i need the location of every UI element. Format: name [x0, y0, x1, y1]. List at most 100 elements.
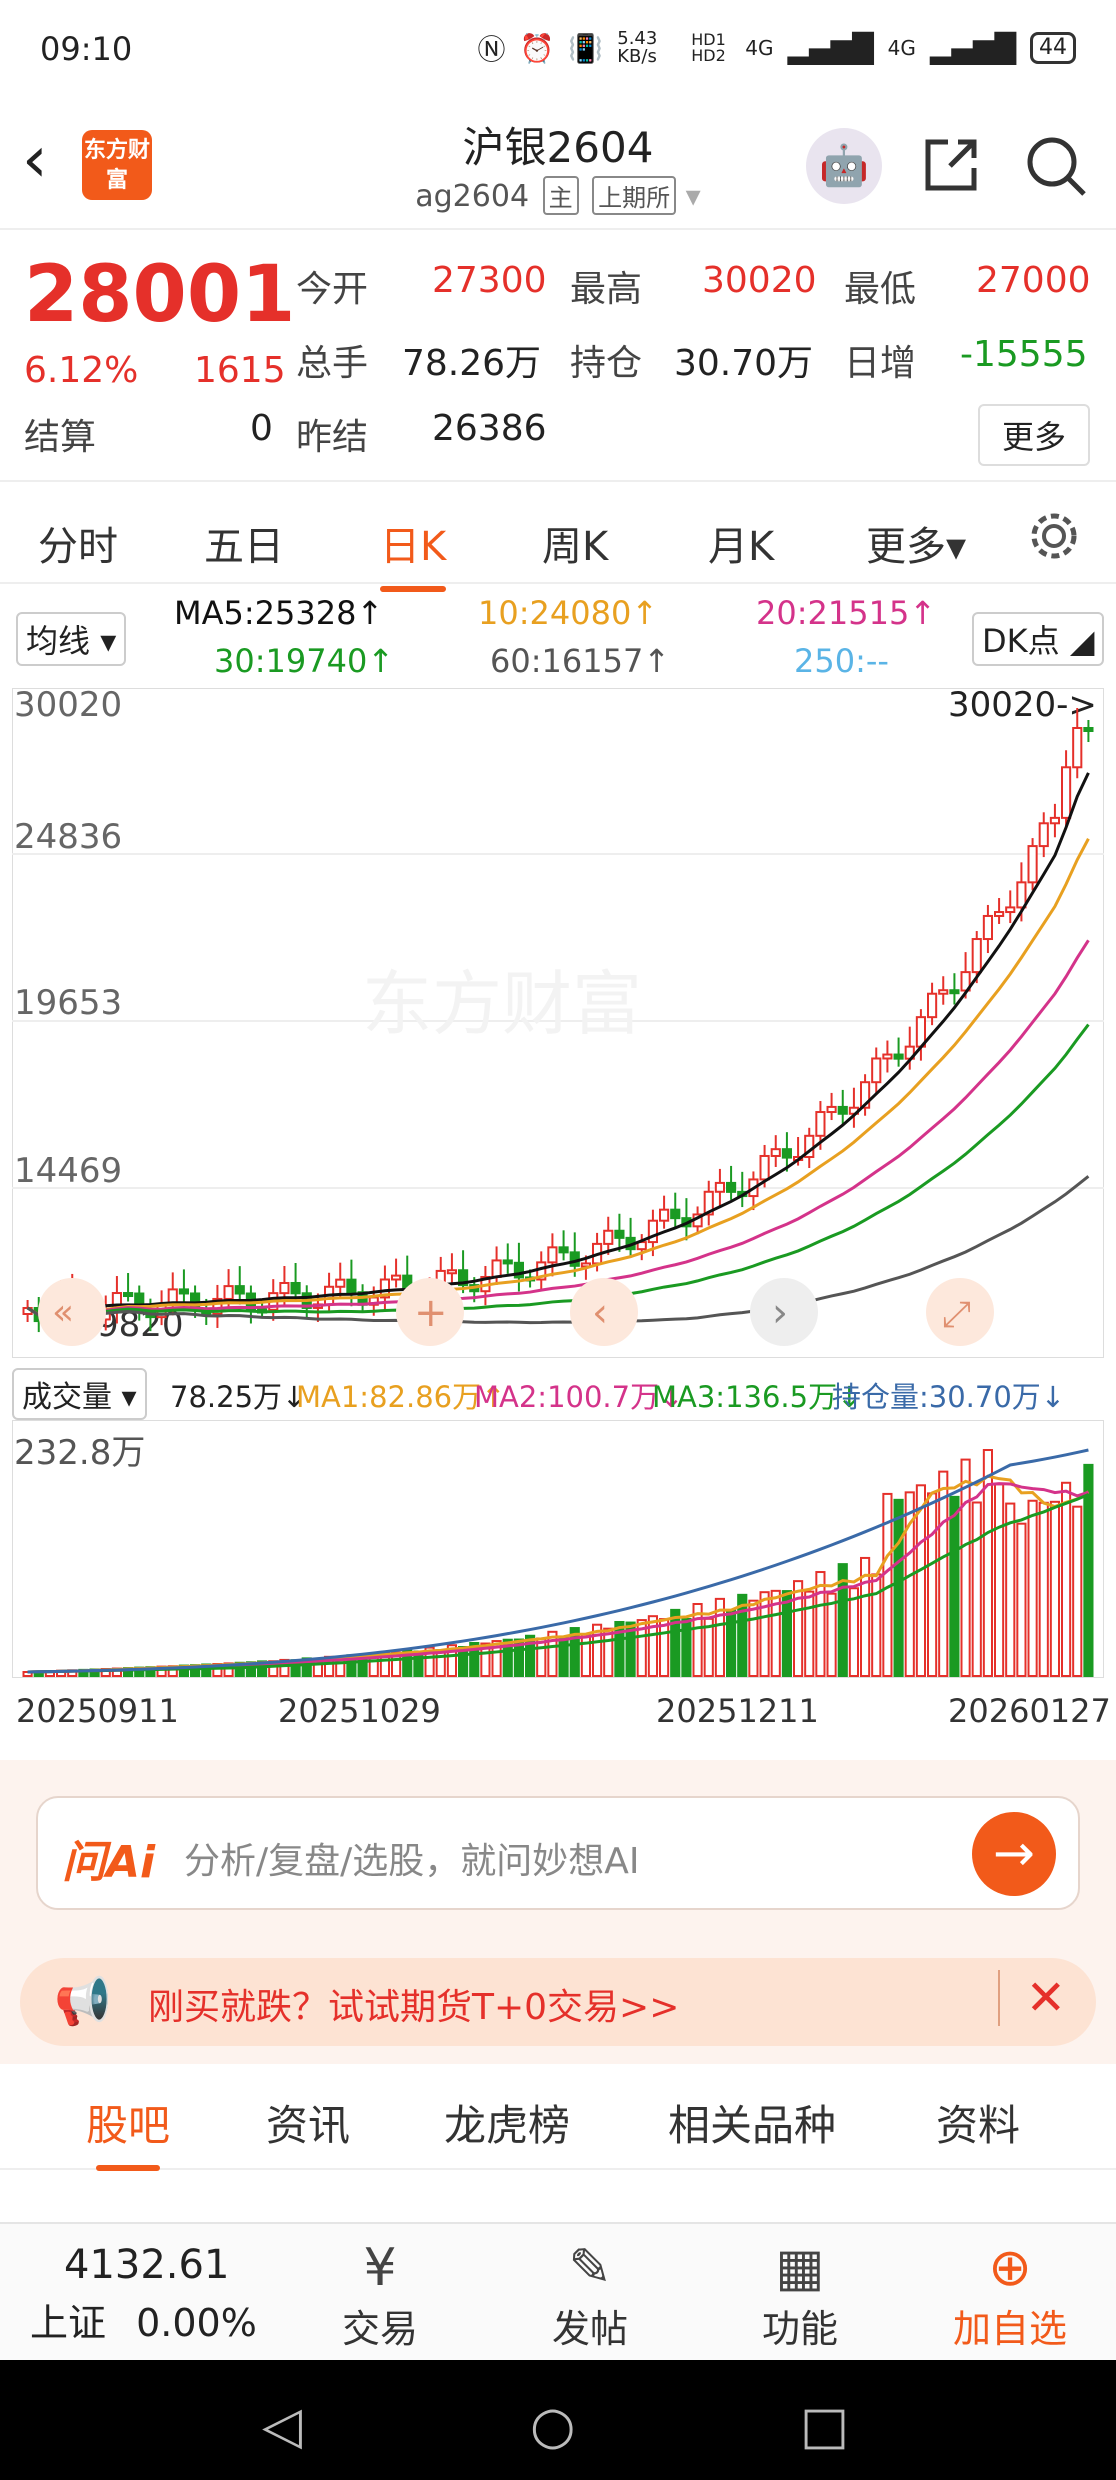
arrow-right-icon[interactable]: →: [972, 1812, 1056, 1896]
volume-bar: [569, 1627, 580, 1678]
promo-banner[interactable]: 📢 刚买就跌？试试期货T+0交易>> ✕: [20, 1958, 1096, 2046]
volume-bar: [748, 1599, 759, 1677]
candle-body: [569, 1251, 580, 1267]
volume-bar: [424, 1646, 435, 1678]
tab-news[interactable]: 资讯: [266, 2101, 351, 2150]
candle-body: [513, 1261, 525, 1279]
nav-functions[interactable]: ▦ 功能: [730, 2238, 870, 2353]
vol-ma1: MA1:82.86万↑: [296, 1380, 506, 1414]
nav-post[interactable]: ✎ 发帖: [520, 2238, 660, 2353]
nav-trade[interactable]: ¥ 交易: [310, 2238, 450, 2353]
volume-bar: [681, 1617, 692, 1678]
date-label: 20251211: [656, 1692, 819, 1730]
chevron-down-icon: ▾: [685, 179, 701, 214]
home-circle-icon[interactable]: ○: [530, 2396, 576, 2456]
ai-input-placeholder: 分析/复盘/选股，就问妙想AI: [184, 1841, 640, 1882]
tab-weekly-k[interactable]: 周K: [542, 524, 609, 570]
volume-bar: [837, 1563, 848, 1678]
candle-body: [770, 1148, 781, 1157]
back-icon[interactable]: ‹: [22, 123, 48, 197]
tab-guba[interactable]: 股吧: [86, 2092, 170, 2171]
ma60-value: 60:16157↑: [490, 642, 671, 680]
vol-ma3: MA3:136.5万↓: [652, 1380, 862, 1414]
contract-code: ag2604: [415, 179, 530, 214]
signal-icon: ▂▄▆█: [929, 31, 1016, 65]
volume-bar: [614, 1620, 625, 1677]
volume-legend: 成交量 ▾ 78.25万↓ MA1:82.86万↑ MA2:100.7万↓ MA…: [0, 1364, 1116, 1420]
last-price: 28001: [24, 250, 296, 340]
robot-avatar[interactable]: 🤖: [806, 128, 882, 204]
close-icon[interactable]: ✕: [997, 1970, 1066, 2026]
dk-point-button[interactable]: DK点 ◢: [972, 612, 1105, 666]
svg-text:›: ›: [772, 1290, 788, 1336]
more-button[interactable]: 更多: [977, 404, 1090, 466]
volume-bar: [871, 1573, 882, 1677]
max-marker: 30020->: [948, 688, 1097, 725]
recents-square-icon[interactable]: □: [800, 2396, 850, 2456]
low-value: 27000: [976, 260, 1091, 301]
candle-body: [379, 1278, 391, 1299]
index-ticker[interactable]: 4132.61 上证 0.00%: [30, 2242, 290, 2347]
tab-more[interactable]: 更多▾: [866, 524, 967, 570]
chart-control-next[interactable]: ›: [750, 1278, 818, 1346]
kline-chart[interactable]: 东方财富 30020 24836 19653 14469 9820 30020-…: [12, 688, 1104, 1358]
settings-gear-icon[interactable]: [1026, 508, 1082, 564]
oi-value: 30.70万: [674, 343, 814, 384]
volume-bar: [491, 1640, 502, 1678]
open-value: 27300: [432, 260, 547, 301]
nav-add-watchlist[interactable]: ⊕ 加自选: [940, 2238, 1080, 2353]
candle-body: [759, 1154, 770, 1181]
tab-five-day[interactable]: 五日: [204, 524, 284, 570]
volume-bar: [1038, 1501, 1049, 1677]
dk-point-label: DK点: [982, 622, 1060, 660]
volume-bar: [927, 1492, 938, 1677]
tab-daily-k[interactable]: 日K: [380, 514, 447, 592]
open-label: 今开: [296, 269, 369, 310]
candle-body: [659, 1208, 670, 1222]
volume-bar: [759, 1591, 770, 1677]
chart-control-scroll-left[interactable]: «: [38, 1278, 106, 1346]
candle-body: [335, 1278, 346, 1288]
candle-body: [1005, 906, 1016, 914]
prev-settle-label: 昨结: [296, 417, 369, 458]
volume-bar: [446, 1644, 458, 1677]
chart-control-zoom-in[interactable]: +: [396, 1278, 464, 1346]
candle-body: [837, 1105, 848, 1115]
candle-body: [279, 1281, 290, 1295]
volume-bar: [781, 1590, 792, 1677]
tab-monthly-k[interactable]: 月K: [708, 524, 775, 570]
candle-body: [547, 1246, 558, 1264]
candle-body: [726, 1181, 737, 1193]
svg-text:«: «: [52, 1292, 74, 1333]
volume-bar: [1061, 1481, 1072, 1677]
ai-search-box[interactable]: 问Ai 分析/复盘/选股，就问妙想AI →: [36, 1796, 1080, 1910]
volume-selector[interactable]: 成交量 ▾: [12, 1368, 147, 1420]
tab-profile[interactable]: 资料: [936, 2101, 1021, 2150]
contract-subtitle[interactable]: ag2604 主 上期所 ▾: [0, 176, 1116, 215]
volume-bar: [1016, 1522, 1027, 1677]
back-triangle-icon[interactable]: ◁: [262, 2396, 302, 2456]
search-icon[interactable]: [1024, 134, 1088, 198]
candle-body: [971, 938, 982, 974]
bottom-nav: 4132.61 上证 0.00% ¥ 交易 ✎ 发帖 ▦ 功能 ⊕ 加自选: [0, 2222, 1116, 2360]
volume-bar: [994, 1483, 1005, 1678]
yen-refresh-icon: ¥: [363, 2238, 397, 2298]
volume-bar: [860, 1556, 871, 1677]
candle-body: [826, 1105, 837, 1114]
chart-control-prev[interactable]: ‹: [570, 1278, 638, 1346]
candle-body: [502, 1259, 513, 1265]
chart-control-fullscreen[interactable]: ⤢: [926, 1278, 994, 1346]
y-label-2: 24836: [14, 817, 122, 857]
ma-line-30: [26, 1023, 1090, 1317]
tab-dragon-tiger[interactable]: 龙虎榜: [444, 2101, 571, 2150]
tab-related[interactable]: 相关品种: [668, 2101, 837, 2150]
volume-bar: [737, 1593, 748, 1677]
ma-line-10: [26, 838, 1090, 1317]
ma-selector-label: 均线: [26, 622, 91, 660]
promo-text[interactable]: 刚买就跌？试试期货T+0交易>>: [148, 1987, 680, 2028]
volume-chart[interactable]: 232.8万: [12, 1420, 1104, 1678]
share-icon[interactable]: [920, 134, 982, 196]
tab-intraday[interactable]: 分时: [38, 524, 118, 570]
ma-selector[interactable]: 均线 ▾: [16, 612, 127, 666]
candle-body: [949, 989, 960, 995]
